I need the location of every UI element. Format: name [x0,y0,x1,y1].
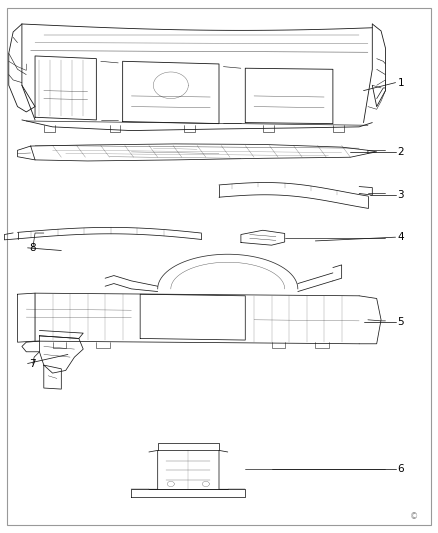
Text: 5: 5 [397,318,404,327]
Text: 3: 3 [397,190,404,199]
Text: 2: 2 [397,147,404,157]
Text: 8: 8 [29,243,36,253]
Text: 1: 1 [397,78,404,87]
Text: 6: 6 [397,464,404,474]
Text: 4: 4 [397,232,404,242]
Text: 7: 7 [29,359,36,368]
Text: ©: © [410,512,418,521]
